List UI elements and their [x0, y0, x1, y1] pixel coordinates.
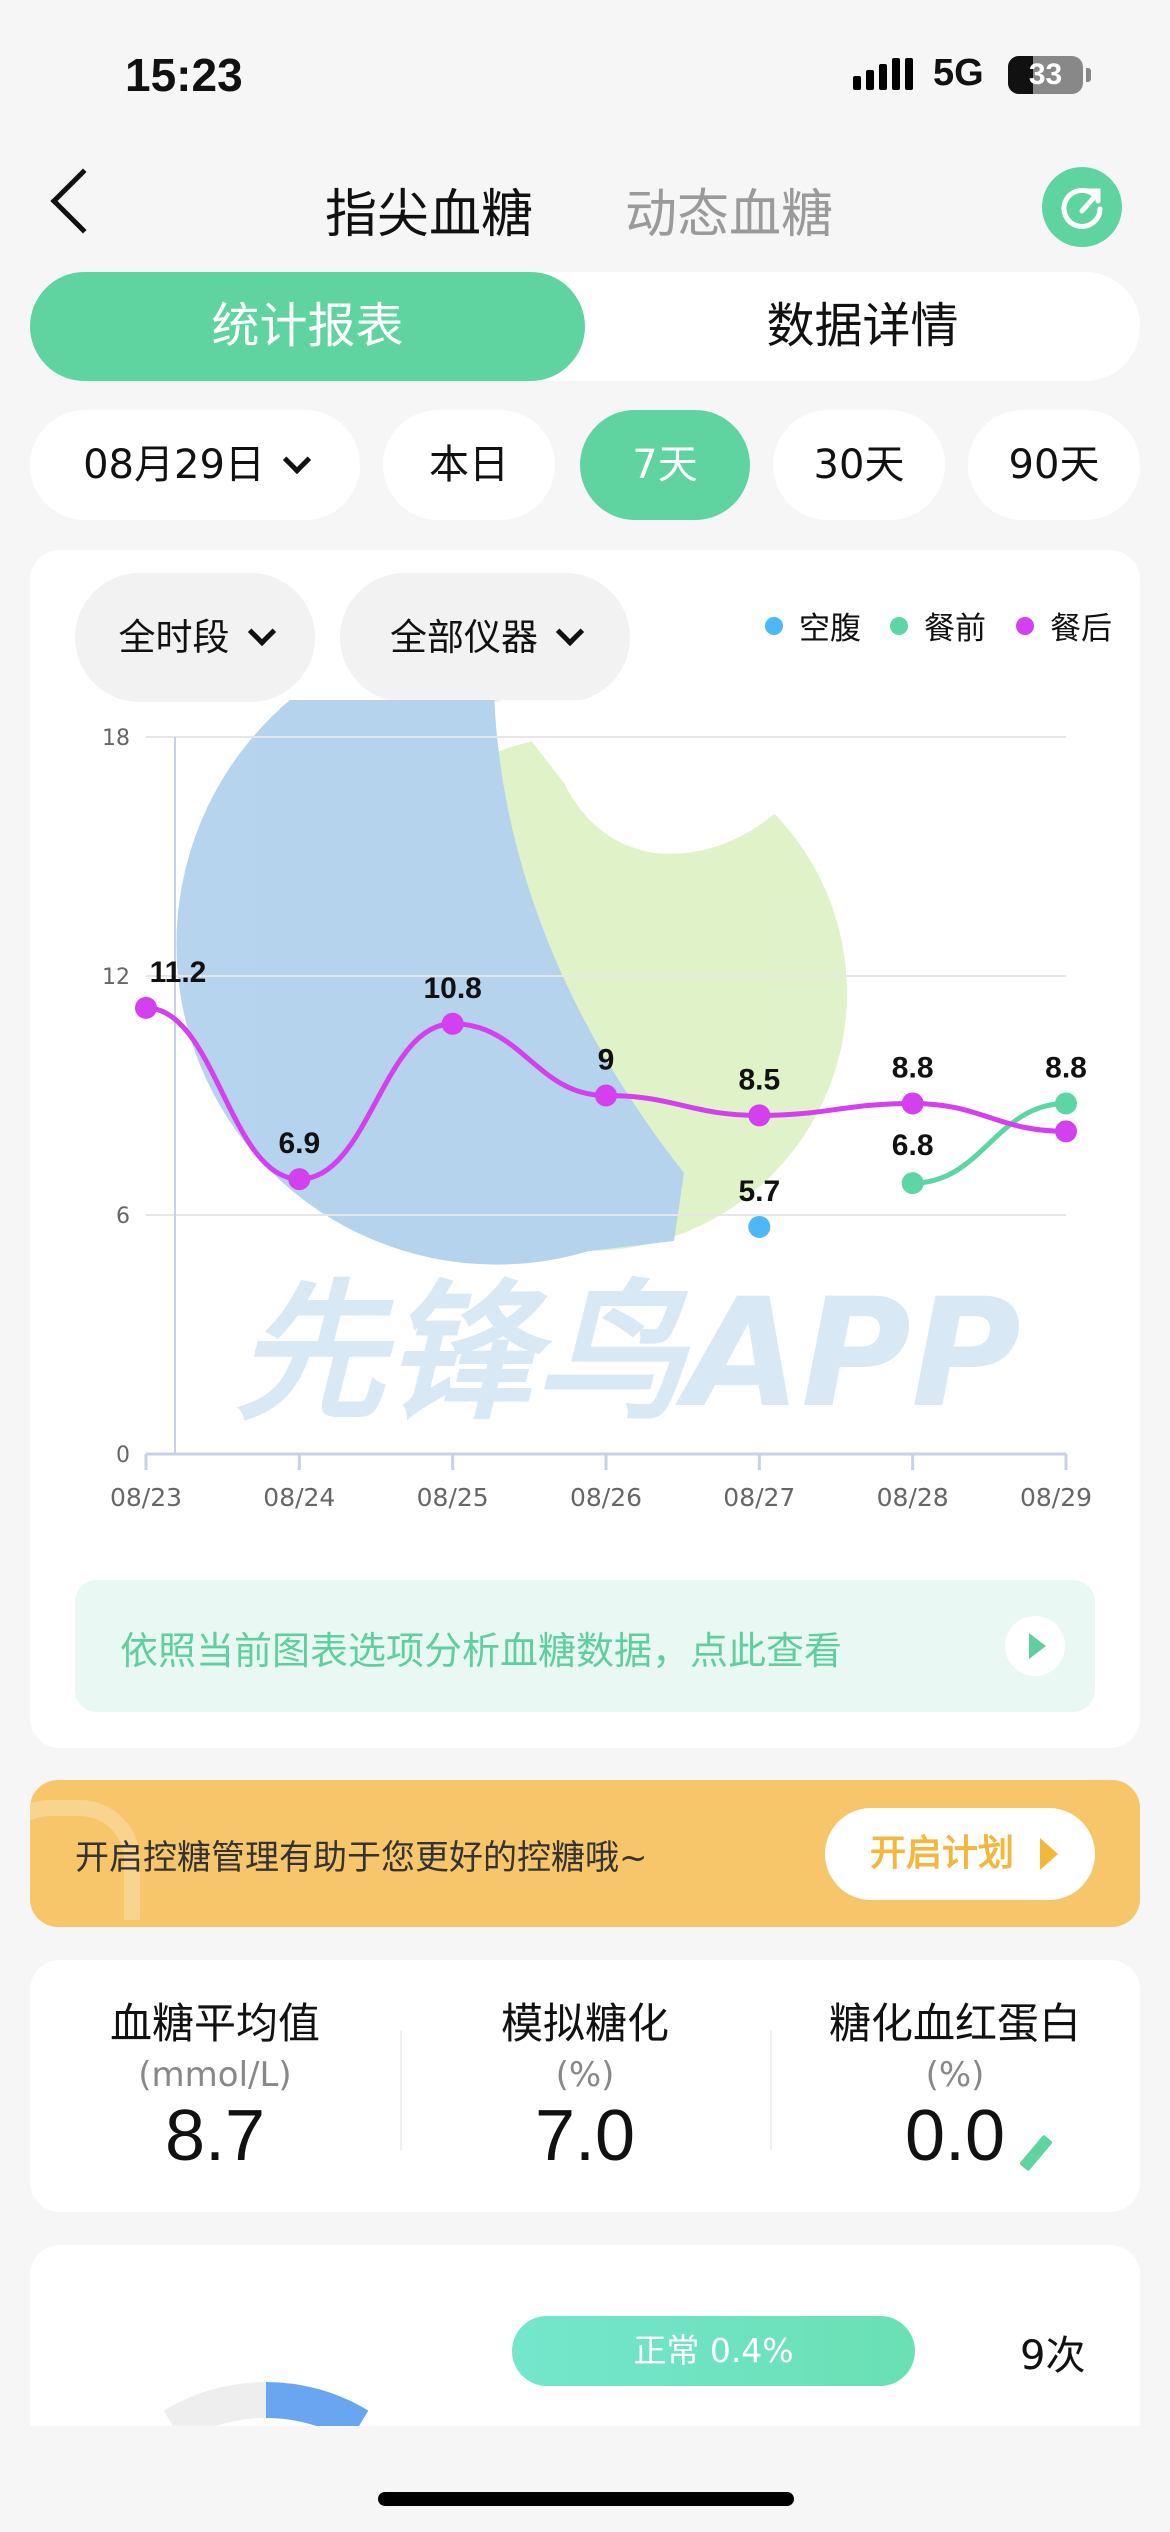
stat-hba1c: 糖化血红蛋白 (%) 0.0 [770, 1990, 1140, 2177]
y-tick-label: 12 [102, 965, 130, 990]
chevron-down-icon [247, 617, 276, 647]
plan-banner-text: 开启控糖管理有助于您更好的控糖哦~ [75, 1838, 648, 1878]
x-tick-label: 08/29 [1020, 1483, 1092, 1512]
x-tick-label: 08/27 [723, 1483, 795, 1512]
tab-dynamic-glucose[interactable]: 动态血糖 [625, 185, 834, 245]
chevron-down-icon [282, 445, 312, 475]
data-point [1055, 1092, 1077, 1115]
range-7-days[interactable]: 7天 [580, 410, 750, 520]
stat-value: 0.0 [904, 2096, 1006, 2176]
period-dropdown[interactable]: 全时段 [75, 573, 315, 702]
segment-details[interactable]: 数据详情 [766, 298, 959, 354]
stat-title: 模拟糖化 [500, 1999, 669, 2048]
device-value: 全部仪器 [390, 616, 538, 659]
y-tick-label: 6 [116, 1204, 130, 1229]
distribution-card: 正常 0.4% 9次 [30, 2245, 1140, 2426]
stat-unit: (%) [555, 2055, 615, 2095]
legend-fasting[interactable]: 空腹 [765, 603, 861, 648]
play-arrow-icon [1005, 1616, 1065, 1676]
stat-unit: (mmol/L) [138, 2055, 292, 2095]
data-point [1055, 1120, 1077, 1143]
gauge-ring [163, 2382, 369, 2426]
chevron-down-icon [555, 617, 585, 647]
data-label: 5.7 [738, 1175, 780, 1208]
data-label: 9 [598, 1044, 615, 1077]
divider [770, 2030, 772, 2150]
stat-title: 糖化血红蛋白 [828, 1999, 1081, 2048]
data-point [901, 1092, 924, 1115]
analysis-text: 依照当前图表选项分析血糖数据，点此查看 [120, 1629, 843, 1673]
stats-card: 血糖平均值 (mmol/L) 8.7 模拟糖化 (%) 7.0 糖化血红蛋白 (%) 0.0 [30, 1960, 1140, 2212]
status-time: 15:23 [125, 49, 243, 101]
tab-fingertip-glucose[interactable]: 指尖血糖 [325, 185, 534, 245]
period-value: 全时段 [118, 616, 230, 659]
segment-control: 统计报表 数据详情 [30, 272, 1140, 381]
data-point [595, 1084, 617, 1107]
glucose-chart: 先锋鸟APP 0 6 12 18 08/23 08/24 08/25 08/26 08/27 08… [102, 700, 1092, 1512]
stat-value: 7.0 [534, 2096, 636, 2176]
legend-dot-icon [765, 616, 783, 635]
x-tick-label: 08/23 [110, 1483, 182, 1512]
battery-icon: 33 [1008, 56, 1083, 94]
data-point [748, 1215, 771, 1238]
battery-cap [1086, 68, 1091, 82]
analysis-banner[interactable]: 依照当前图表选项分析血糖数据，点此查看 [75, 1580, 1095, 1712]
normal-count: 9次 [1020, 2333, 1086, 2379]
refresh-icon [1061, 187, 1103, 229]
x-tick-label: 08/28 [877, 1483, 949, 1512]
data-label: 8.8 [1045, 1051, 1087, 1084]
segment-statistics[interactable]: 统计报表 [30, 272, 585, 381]
refresh-button[interactable] [1042, 167, 1122, 247]
legend-dot-icon [890, 616, 908, 635]
watermark-logo [176, 700, 847, 1265]
range-today[interactable]: 本日 [383, 410, 555, 520]
stat-unit: (%) [925, 2055, 985, 2095]
date-value: 08月29日 [83, 442, 265, 488]
stat-simulated-a1c: 模拟糖化 (%) 7.0 [400, 1990, 770, 2177]
stat-average: 血糖平均值 (mmol/L) 8.7 [30, 1990, 400, 2177]
range-30-days[interactable]: 30天 [773, 410, 945, 520]
stat-title: 血糖平均值 [109, 1999, 320, 2048]
data-label: 6.9 [278, 1127, 320, 1160]
watermark-text: 先锋鸟APP [235, 1267, 1021, 1441]
legend-before-meal[interactable]: 餐前 [890, 603, 986, 648]
x-tick-label: 08/25 [417, 1483, 489, 1512]
data-point [748, 1104, 771, 1127]
series-line-1 [912, 1100, 1067, 1186]
legend-label: 餐后 [1050, 611, 1112, 647]
normal-range-badge: 正常 0.4% [512, 2316, 915, 2386]
stat-value: 8.7 [164, 2096, 266, 2176]
data-point [135, 996, 157, 1019]
signal-icon [853, 58, 913, 90]
y-tick-label: 18 [102, 726, 130, 751]
divider [400, 2030, 402, 2150]
data-point [288, 1168, 311, 1191]
gauge-track [163, 2382, 267, 2426]
legend-label: 餐前 [924, 611, 986, 647]
start-plan-label: 开启计划 [870, 1833, 1015, 1874]
home-indicator[interactable] [378, 2492, 794, 2506]
x-tick-label: 08/26 [570, 1483, 642, 1512]
data-label: 10.8 [423, 972, 481, 1005]
legend-dot-icon [1016, 616, 1034, 635]
data-label: 6.8 [892, 1129, 934, 1162]
start-plan-button[interactable]: 开启计划 [825, 1808, 1095, 1900]
gauge-fill [265, 2382, 369, 2426]
device-dropdown[interactable]: 全部仪器 [340, 573, 630, 702]
y-tick-label: 0 [116, 1443, 130, 1468]
plan-banner: 开启控糖管理有助于您更好的控糖哦~ 开启计划 [30, 1780, 1140, 1927]
data-point [901, 1172, 924, 1195]
data-label: 11.2 [150, 956, 207, 989]
data-point [441, 1012, 464, 1035]
x-tick-label: 08/24 [263, 1483, 335, 1512]
data-label: 8.8 [892, 1051, 934, 1084]
legend-after-meal[interactable]: 餐后 [1016, 603, 1112, 648]
battery-level: 33 [1028, 58, 1063, 91]
network-type: 5G [933, 52, 984, 94]
range-90-days[interactable]: 90天 [968, 410, 1140, 520]
data-label: 8.5 [738, 1063, 780, 1096]
legend-label: 空腹 [799, 611, 861, 647]
date-picker[interactable]: 08月29日 [30, 410, 360, 520]
back-chevron-icon[interactable] [50, 168, 116, 234]
